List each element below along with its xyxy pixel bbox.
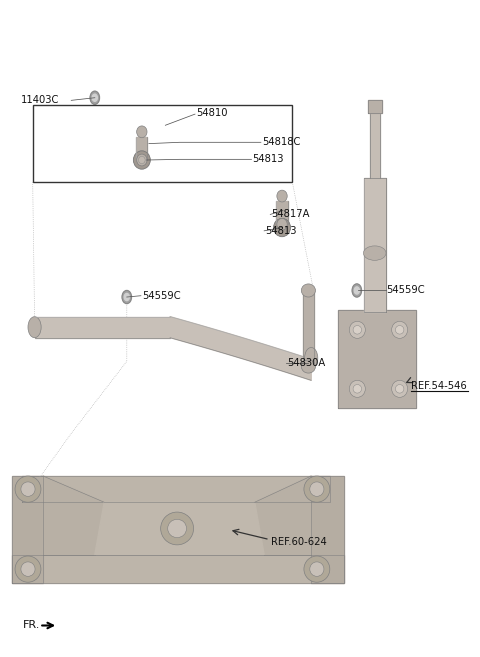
Ellipse shape xyxy=(161,512,193,545)
Ellipse shape xyxy=(392,321,408,338)
Polygon shape xyxy=(43,476,104,555)
Text: 11403C: 11403C xyxy=(21,95,60,105)
Circle shape xyxy=(354,287,360,294)
Circle shape xyxy=(92,94,97,101)
Ellipse shape xyxy=(353,384,361,393)
Text: 54813: 54813 xyxy=(252,154,284,164)
Ellipse shape xyxy=(304,476,330,502)
Polygon shape xyxy=(368,101,382,114)
Ellipse shape xyxy=(396,326,404,334)
Circle shape xyxy=(90,91,99,104)
Ellipse shape xyxy=(137,126,147,138)
Ellipse shape xyxy=(15,556,41,582)
Polygon shape xyxy=(12,555,344,583)
Ellipse shape xyxy=(277,190,287,202)
Polygon shape xyxy=(311,476,344,583)
Polygon shape xyxy=(136,137,147,160)
Polygon shape xyxy=(364,177,385,312)
Ellipse shape xyxy=(396,384,404,393)
Polygon shape xyxy=(338,310,416,409)
Ellipse shape xyxy=(15,476,41,502)
Text: FR.: FR. xyxy=(23,620,41,630)
Text: 54830A: 54830A xyxy=(287,357,325,368)
Polygon shape xyxy=(35,317,170,338)
Ellipse shape xyxy=(21,562,35,576)
Ellipse shape xyxy=(392,380,408,397)
Polygon shape xyxy=(370,112,380,177)
Ellipse shape xyxy=(310,562,324,576)
Ellipse shape xyxy=(304,556,330,582)
Polygon shape xyxy=(170,317,311,380)
Polygon shape xyxy=(255,476,311,555)
Ellipse shape xyxy=(137,154,147,166)
Ellipse shape xyxy=(274,218,290,237)
Polygon shape xyxy=(95,502,264,555)
Circle shape xyxy=(124,294,130,301)
Text: REF.60-624: REF.60-624 xyxy=(271,537,327,547)
Text: 54818C: 54818C xyxy=(262,137,300,147)
Text: 54559C: 54559C xyxy=(386,286,425,296)
Polygon shape xyxy=(303,289,313,368)
Ellipse shape xyxy=(139,156,145,164)
Ellipse shape xyxy=(133,151,150,170)
Ellipse shape xyxy=(301,360,315,373)
Text: 54559C: 54559C xyxy=(142,290,180,301)
Circle shape xyxy=(352,284,361,297)
Text: 54817A: 54817A xyxy=(271,210,310,219)
Ellipse shape xyxy=(363,246,386,260)
Polygon shape xyxy=(12,476,43,583)
Ellipse shape xyxy=(353,326,361,334)
Polygon shape xyxy=(22,476,330,502)
Ellipse shape xyxy=(305,348,318,369)
Text: 54813: 54813 xyxy=(265,226,297,236)
Text: 54810: 54810 xyxy=(196,108,228,118)
Circle shape xyxy=(122,290,132,304)
Ellipse shape xyxy=(310,482,324,496)
Ellipse shape xyxy=(28,317,41,338)
Ellipse shape xyxy=(301,284,315,297)
Ellipse shape xyxy=(21,482,35,496)
Bar xyxy=(33,105,292,182)
Polygon shape xyxy=(276,201,288,224)
Ellipse shape xyxy=(277,218,287,230)
Ellipse shape xyxy=(349,380,365,397)
Ellipse shape xyxy=(168,519,187,537)
Ellipse shape xyxy=(349,321,365,338)
Text: REF.54-546: REF.54-546 xyxy=(411,380,467,390)
